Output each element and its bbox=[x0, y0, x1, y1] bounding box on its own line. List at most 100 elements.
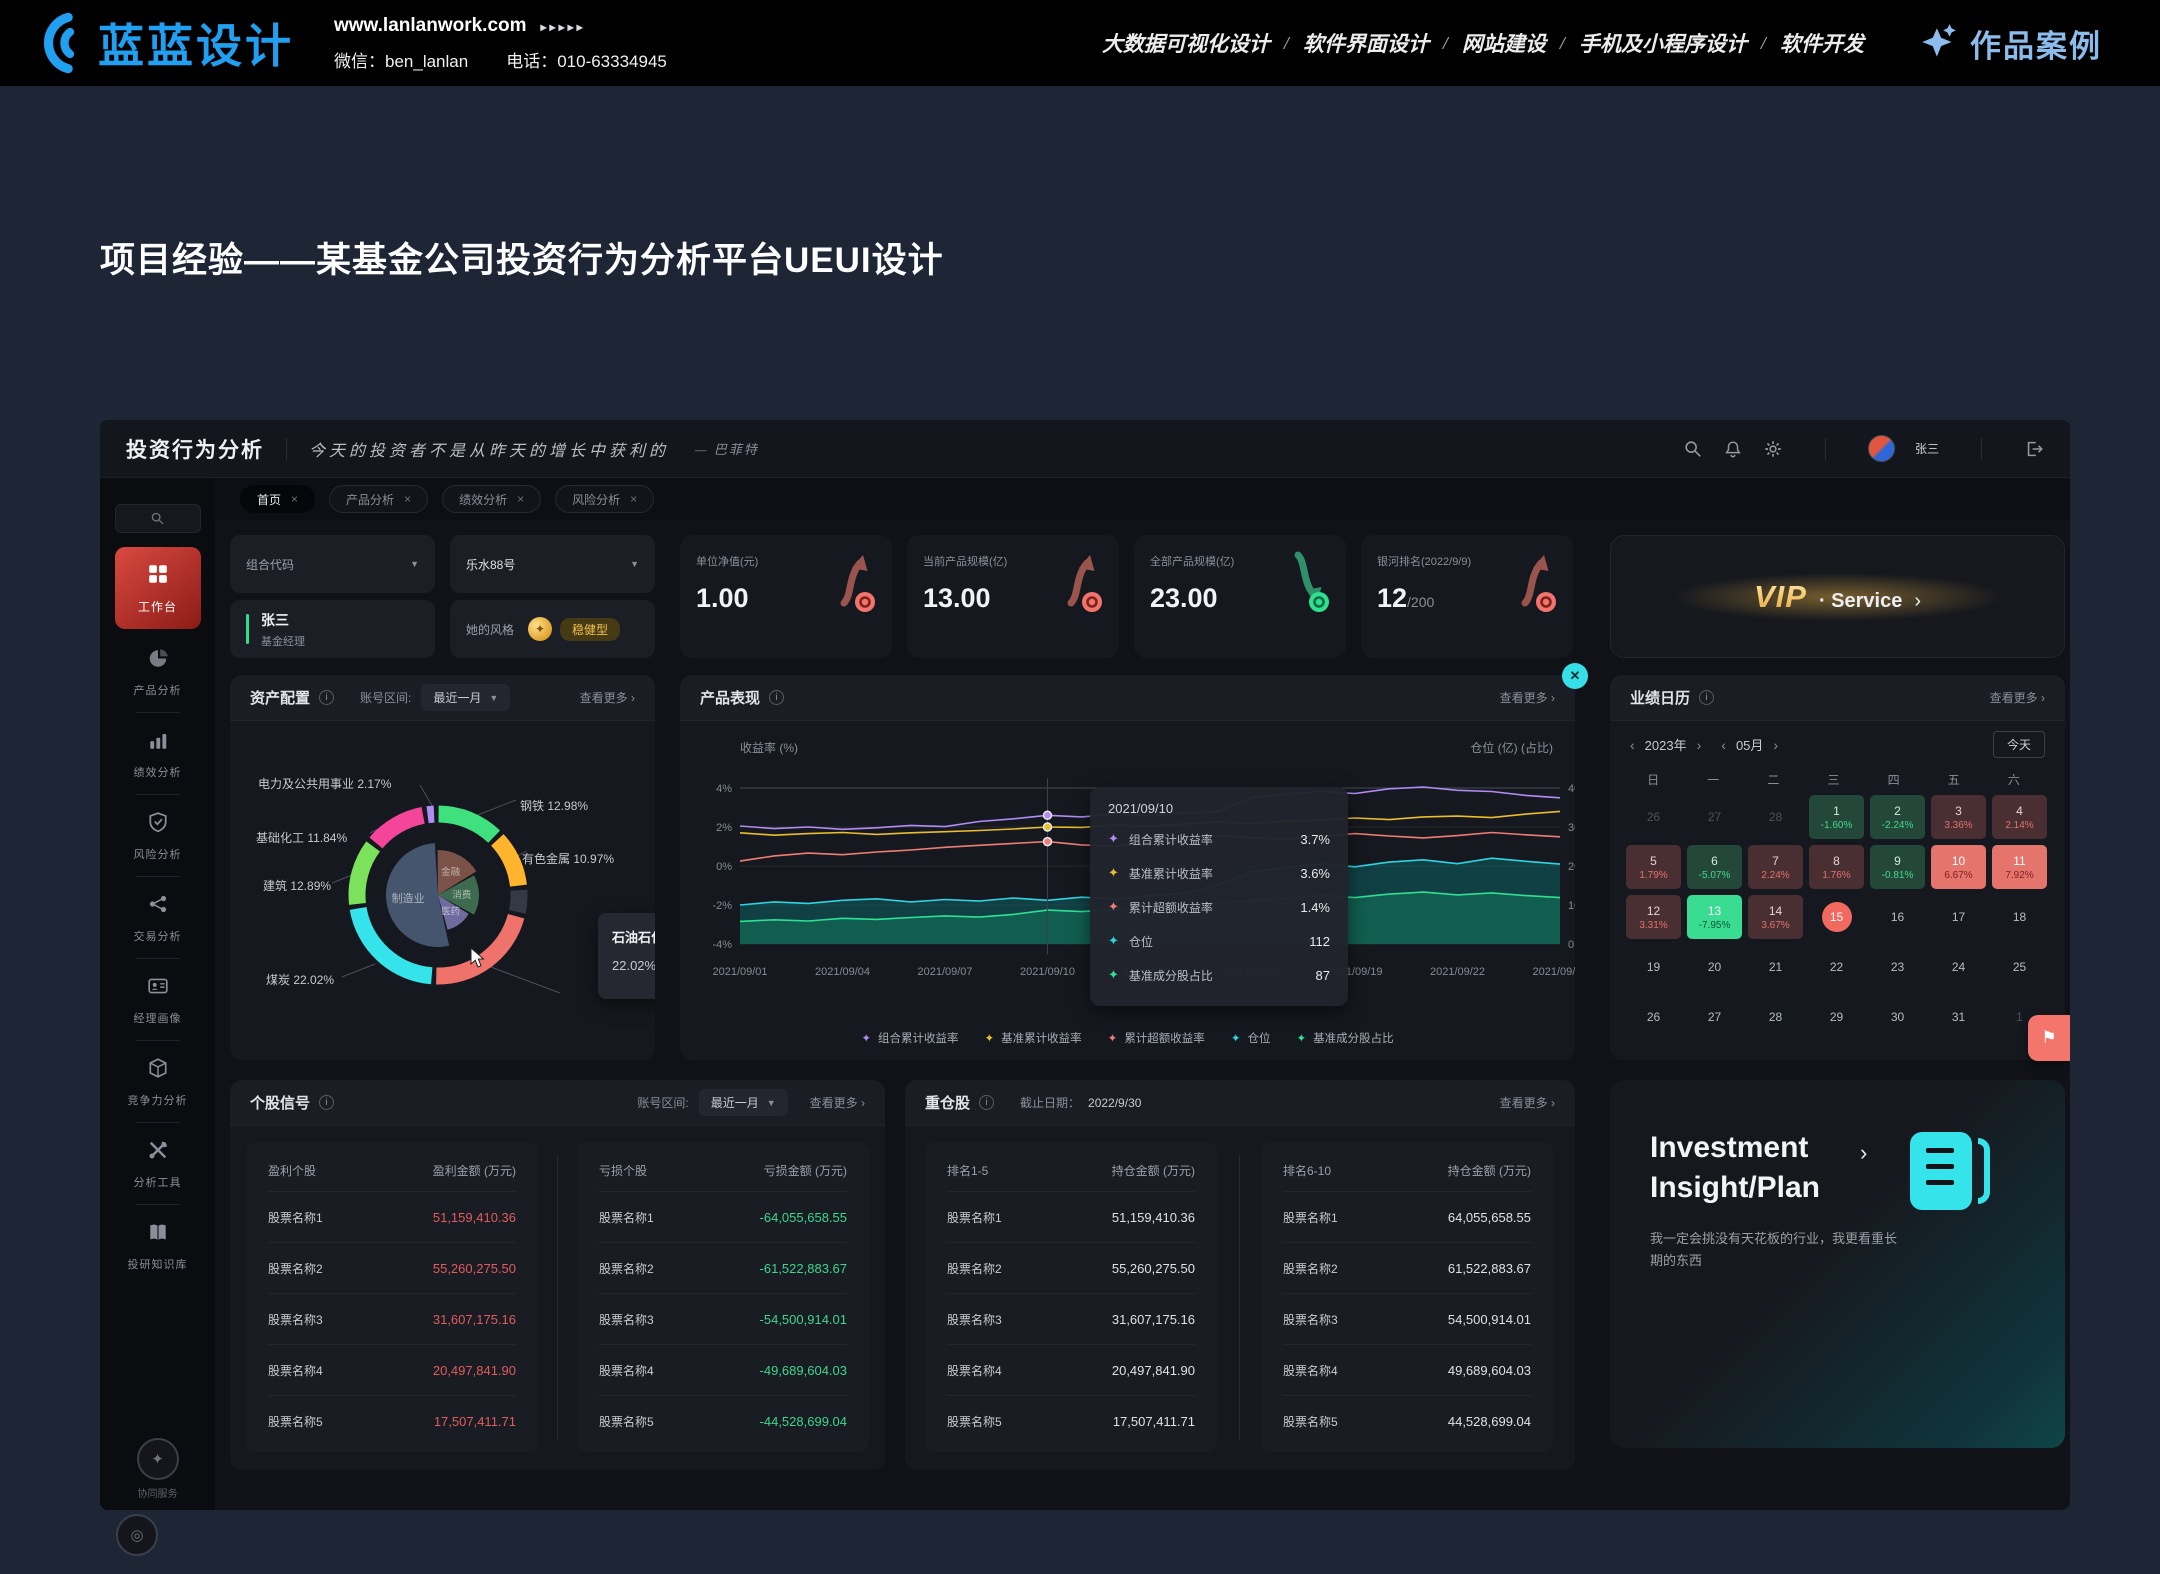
calendar-day-9[interactable]: 9 -0.81% bbox=[1870, 845, 1925, 889]
site-nav-item[interactable]: 手机及小程序设计 bbox=[1578, 32, 1747, 56]
sidebar-item-投研知识库[interactable]: 投研知识库 bbox=[115, 1209, 201, 1282]
donut-segment-其他[interactable] bbox=[508, 889, 528, 914]
calendar-day-19[interactable]: 19 bbox=[1626, 945, 1681, 989]
calendar-day-21[interactable]: 21 bbox=[1748, 945, 1803, 989]
calendar-day-31[interactable]: 31 bbox=[1931, 995, 1986, 1039]
table-row[interactable]: 股票名称1 -64,055,658.55 bbox=[599, 1191, 847, 1242]
calendar-day-4[interactable]: 4 2.14% bbox=[1992, 795, 2047, 839]
tab-close-icon[interactable]: × bbox=[517, 492, 525, 506]
site-nav-item[interactable]: 大数据可视化设计 bbox=[1101, 32, 1270, 56]
donut-segment-煤炭[interactable] bbox=[349, 906, 433, 985]
calendar-day-28[interactable]: 28 bbox=[1748, 995, 1803, 1039]
prev-month-icon[interactable]: ‹ bbox=[1721, 736, 1726, 753]
investment-insight-card[interactable]: Investment Insight/Plan › 我一定会挑没有天花板的行业，… bbox=[1610, 1080, 2065, 1448]
calendar-day-24[interactable]: 24 bbox=[1931, 945, 1986, 989]
calendar-day-1[interactable]: 1 bbox=[1992, 995, 2047, 1039]
feedback-flag-button[interactable]: ⚑ bbox=[2028, 1015, 2070, 1061]
calendar-day-2[interactable]: 2 -2.24% bbox=[1870, 795, 1925, 839]
search-icon[interactable] bbox=[1683, 439, 1703, 459]
page-assistant-widget[interactable]: ◎ bbox=[116, 1514, 158, 1556]
sidebar-item-竞争力分析[interactable]: 竞争力分析 bbox=[115, 1045, 201, 1118]
calendar-day-14[interactable]: 14 3.67% bbox=[1748, 895, 1803, 939]
table-row[interactable]: 股票名称4 20,497,841.90 bbox=[947, 1344, 1195, 1395]
avatar[interactable] bbox=[1867, 435, 1895, 462]
combo-code-select[interactable]: 组合代码 ▼ bbox=[230, 535, 435, 593]
calendar-day-11[interactable]: 11 7.92% bbox=[1992, 845, 2047, 889]
calendar-day-10[interactable]: 10 6.67% bbox=[1931, 845, 1986, 889]
next-year-icon[interactable]: › bbox=[1696, 736, 1702, 753]
tab-绩效分析[interactable]: 绩效分析 × bbox=[442, 485, 542, 513]
range-select[interactable]: 最近一月 ▼ bbox=[698, 1089, 788, 1116]
table-row[interactable]: 股票名称1 64,055,658.55 bbox=[1283, 1191, 1531, 1242]
inner-slice-金融[interactable] bbox=[437, 850, 477, 895]
calendar-day-3[interactable]: 3 3.36% bbox=[1931, 795, 1986, 839]
site-nav-item[interactable]: 软件开发 bbox=[1780, 32, 1864, 56]
view-more-link[interactable]: 查看更多 › bbox=[1499, 691, 1555, 705]
donut-segment-钢铁[interactable] bbox=[438, 805, 501, 843]
tab-close-icon[interactable]: × bbox=[291, 492, 299, 506]
calendar-day-8[interactable]: 8 1.76% bbox=[1809, 845, 1864, 889]
info-icon[interactable]: i bbox=[1699, 690, 1715, 705]
table-row[interactable]: 股票名称1 51,159,410.36 bbox=[947, 1191, 1195, 1242]
sidebar-item-分析工具[interactable]: 分析工具 bbox=[115, 1127, 201, 1200]
prev-year-icon[interactable]: ‹ bbox=[1630, 736, 1635, 753]
info-icon[interactable]: i bbox=[319, 690, 335, 705]
calendar-day-26[interactable]: 26 bbox=[1626, 795, 1681, 839]
calendar-day-5[interactable]: 5 1.79% bbox=[1626, 845, 1681, 889]
calendar-day-17[interactable]: 17 bbox=[1931, 895, 1986, 939]
table-row[interactable]: 股票名称3 31,607,175.16 bbox=[268, 1293, 516, 1344]
table-row[interactable]: 股票名称5 -44,528,699.04 bbox=[599, 1395, 847, 1446]
table-row[interactable]: 股票名称5 17,507,411.71 bbox=[268, 1395, 516, 1446]
sidebar-item-交易分析[interactable]: 交易分析 bbox=[115, 881, 201, 954]
gear-icon[interactable] bbox=[1763, 439, 1783, 459]
sidebar-item-经理画像[interactable]: 经理画像 bbox=[115, 963, 201, 1036]
tab-close-icon[interactable]: × bbox=[630, 492, 638, 506]
range-select[interactable]: 最近一月 ▼ bbox=[421, 684, 511, 711]
logo-text[interactable]: 蓝蓝设计 bbox=[98, 20, 294, 72]
view-more-link[interactable]: 查看更多 › bbox=[579, 691, 635, 705]
tab-close-icon[interactable]: × bbox=[404, 492, 412, 506]
view-more-link[interactable]: 查看更多 › bbox=[1989, 691, 2045, 705]
info-icon[interactable]: i bbox=[769, 690, 785, 705]
sidebar-item-绩效分析[interactable]: 绩效分析 bbox=[115, 717, 201, 790]
calendar-day-12[interactable]: 12 3.31% bbox=[1626, 895, 1681, 939]
donut-segment-电力及公共用事业[interactable] bbox=[426, 805, 435, 824]
inner-slice-医药[interactable] bbox=[438, 895, 469, 930]
sidebar-search-input[interactable] bbox=[114, 504, 201, 533]
calendar-day-25[interactable]: 25 bbox=[1992, 945, 2047, 989]
tab-风险分析[interactable]: 风险分析 × bbox=[555, 485, 655, 513]
calendar-day-13[interactable]: 13 -7.95% bbox=[1687, 895, 1742, 939]
works-link[interactable]: 作品案例 bbox=[1918, 21, 2102, 66]
table-row[interactable]: 股票名称5 44,528,699.04 bbox=[1283, 1395, 1531, 1446]
table-row[interactable]: 股票名称4 49,689,604.03 bbox=[1283, 1344, 1531, 1395]
assistant-icon[interactable]: ✦ bbox=[136, 1438, 179, 1480]
info-icon[interactable]: i bbox=[319, 1095, 335, 1110]
product-select[interactable]: 乐水88号 ▼ bbox=[450, 535, 655, 593]
legend-item-累计超额收益率[interactable]: ✦ 累计超额收益率 bbox=[1108, 1030, 1205, 1046]
table-row[interactable]: 股票名称2 55,260,275.50 bbox=[947, 1242, 1195, 1293]
donut-segment-石油石化[interactable] bbox=[436, 913, 525, 985]
calendar-day-6[interactable]: 6 -5.07% bbox=[1687, 845, 1742, 889]
bell-icon[interactable] bbox=[1723, 439, 1743, 459]
sidebar-item-产品分析[interactable]: 产品分析 bbox=[115, 635, 201, 708]
calendar-day-16[interactable]: 16 bbox=[1870, 895, 1925, 939]
table-row[interactable]: 股票名称3 31,607,175.16 bbox=[947, 1293, 1195, 1344]
assistant-icon[interactable]: ◎ bbox=[116, 1514, 158, 1556]
legend-item-仓位[interactable]: ✦ 仓位 bbox=[1231, 1030, 1271, 1046]
calendar-day-1[interactable]: 1 -1.60% bbox=[1809, 795, 1864, 839]
inner-slice-消费[interactable] bbox=[438, 875, 479, 915]
next-month-icon[interactable]: › bbox=[1773, 736, 1779, 753]
today-button[interactable]: 今天 bbox=[1992, 731, 2045, 758]
tab-产品分析[interactable]: 产品分析 × bbox=[329, 485, 429, 513]
legend-item-组合累计收益率[interactable]: ✦ 组合累计收益率 bbox=[861, 1030, 958, 1046]
legend-item-基准成分股占比[interactable]: ✦ 基准成分股占比 bbox=[1296, 1030, 1393, 1046]
tab-首页[interactable]: 首页 × bbox=[240, 485, 316, 513]
calendar-day-29[interactable]: 29 bbox=[1809, 995, 1864, 1039]
table-row[interactable]: 股票名称4 20,497,841.90 bbox=[268, 1344, 516, 1395]
inner-slice-制造业[interactable] bbox=[386, 843, 450, 947]
table-row[interactable]: 股票名称3 54,500,914.01 bbox=[1283, 1293, 1531, 1344]
vip-service-banner[interactable]: VIP · Service › bbox=[1610, 535, 2065, 658]
calendar-day-27[interactable]: 27 bbox=[1687, 995, 1742, 1039]
table-row[interactable]: 股票名称4 -49,689,604.03 bbox=[599, 1344, 847, 1395]
table-row[interactable]: 股票名称3 -54,500,914.01 bbox=[599, 1293, 847, 1344]
